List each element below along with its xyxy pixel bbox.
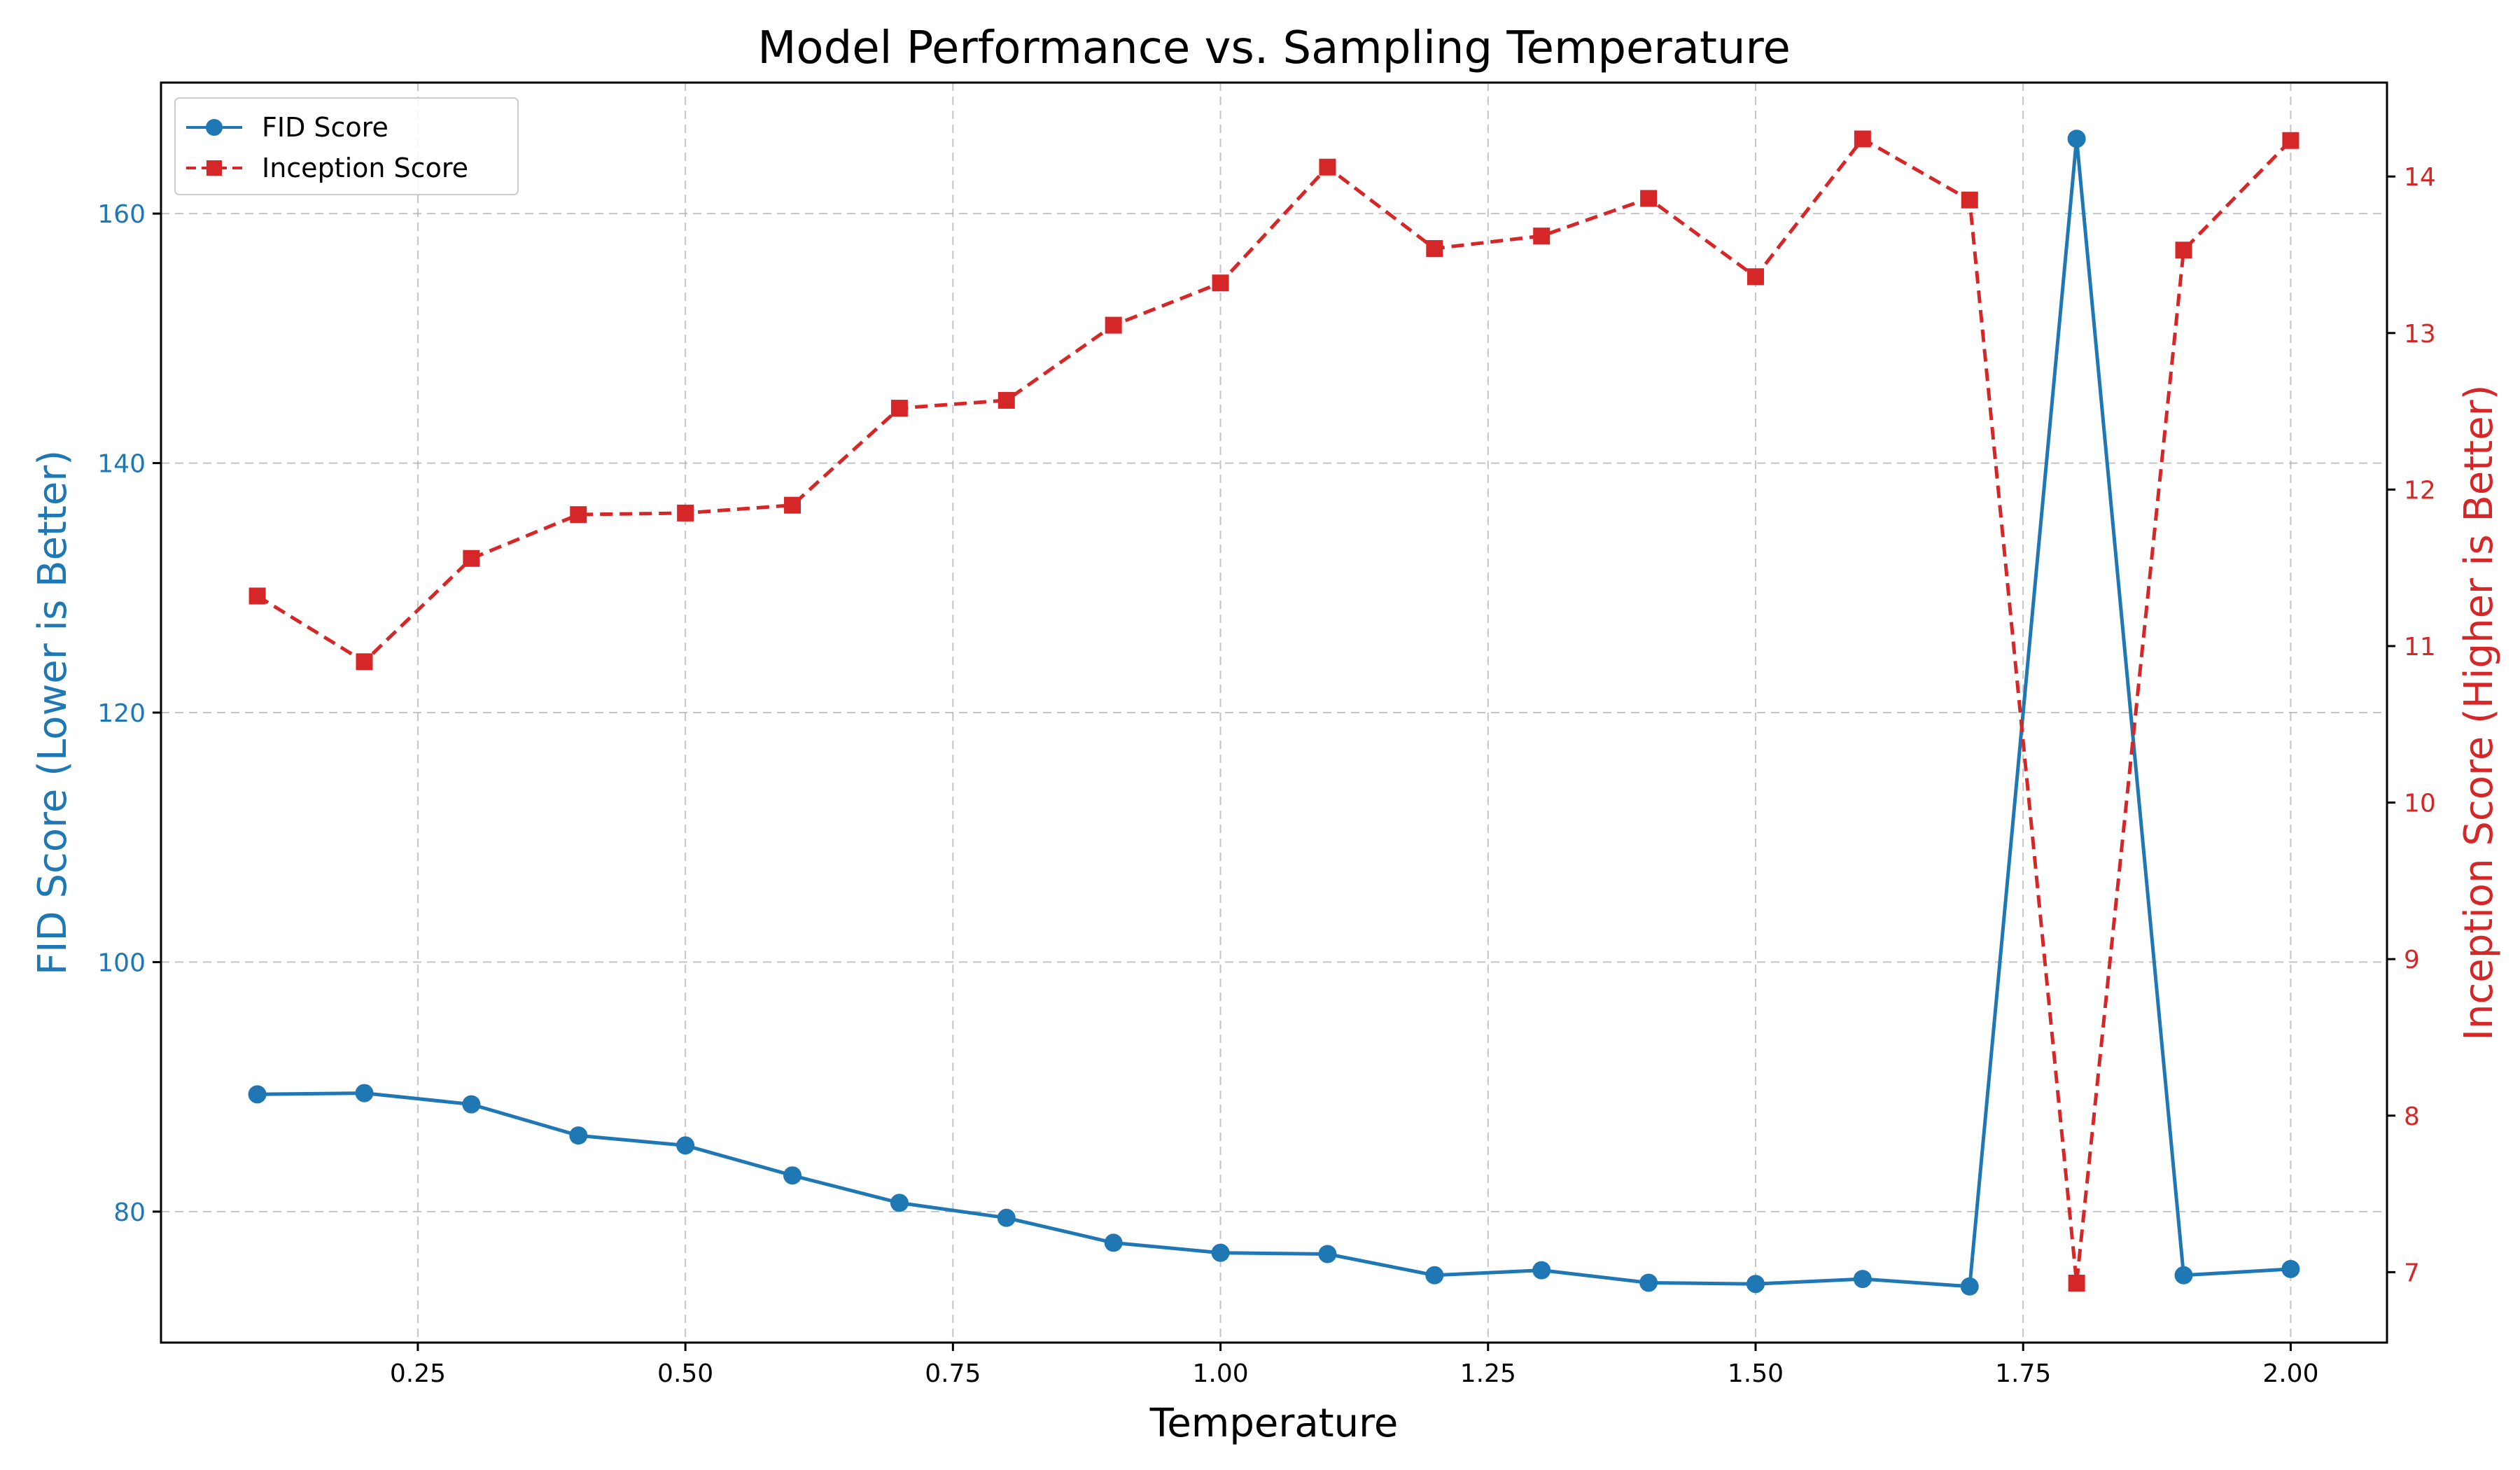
data-point-fid-score [1853, 1270, 1872, 1289]
legend-entry-fid-score: FID Score [186, 112, 388, 143]
data-point-fid-score [1425, 1266, 1444, 1284]
x-tick-label: 0.25 [390, 1359, 446, 1388]
legend-swatch-marker [206, 119, 223, 136]
x-tick-label: 0.75 [925, 1359, 981, 1388]
data-point-fid-score [2281, 1259, 2300, 1278]
y-tick-label-right: 7 [2404, 1259, 2420, 1287]
data-point-inception-score [2175, 241, 2192, 259]
data-point-fid-score [783, 1166, 802, 1185]
data-point-inception-score [677, 504, 694, 522]
x-tick-label: 0.50 [657, 1359, 713, 1388]
y-tick-label-right: 12 [2404, 476, 2436, 505]
x-tick-label: 1.25 [1460, 1359, 1516, 1388]
data-point-inception-score [1319, 158, 1336, 176]
data-point-inception-score [1426, 240, 1443, 258]
data-point-fid-score [1746, 1275, 1765, 1294]
y-tick-label-right: 9 [2404, 946, 2420, 974]
chart-title: Model Performance vs. Sampling Temperatu… [757, 22, 1791, 74]
data-point-inception-score [997, 391, 1015, 409]
data-point-inception-score [784, 496, 802, 514]
data-point-fid-score [462, 1095, 481, 1114]
data-point-fid-score [676, 1136, 695, 1155]
data-point-fid-score [1960, 1277, 1979, 1296]
legend-entry-inception-score: Inception Score [186, 153, 468, 183]
data-point-inception-score [890, 400, 908, 417]
data-point-inception-score [1854, 130, 1871, 148]
x-tick-label: 1.00 [1192, 1359, 1248, 1388]
data-point-inception-score [1533, 227, 1550, 245]
data-point-fid-score [1211, 1243, 1230, 1262]
data-point-fid-score [1104, 1233, 1123, 1252]
y-tick-label-right: 11 [2404, 633, 2436, 662]
legend-label: Inception Score [262, 153, 468, 183]
data-point-fid-score [1318, 1245, 1337, 1264]
data-point-inception-score [2068, 1275, 2085, 1292]
y-axis-title-left: FID Score (Lower is Better) [30, 450, 76, 975]
y-tick-label-left: 80 [113, 1198, 146, 1227]
data-point-fid-score [355, 1084, 374, 1102]
data-point-fid-score [2174, 1266, 2193, 1284]
data-point-inception-score [248, 587, 266, 605]
data-point-inception-score [1961, 191, 1978, 209]
y-axis-title-right: Inception Score (Higher is Better) [2456, 385, 2502, 1041]
data-point-inception-score [463, 550, 480, 567]
legend-label: FID Score [262, 112, 388, 143]
y-tick-label-right: 14 [2404, 163, 2436, 192]
data-point-inception-score [570, 506, 587, 524]
y-tick-label-left: 160 [97, 200, 146, 229]
y-tick-label-left: 100 [97, 948, 146, 977]
data-point-fid-score [2067, 130, 2086, 148]
data-point-fid-score [1532, 1261, 1551, 1280]
x-axis-title: Temperature [1149, 1401, 1399, 1446]
series-layer [248, 130, 2300, 1296]
data-point-fid-score [997, 1208, 1016, 1227]
data-point-fid-score [248, 1085, 267, 1104]
legend-swatch-marker [206, 160, 222, 176]
x-tick-label: 2.00 [2262, 1359, 2318, 1388]
data-point-fid-score [1639, 1273, 1658, 1292]
y-tick-label-left: 140 [97, 450, 146, 479]
legend-box [174, 97, 519, 195]
data-point-inception-score [2282, 132, 2300, 149]
series-line-inception-score [256, 137, 2292, 1285]
data-point-inception-score [1746, 268, 1764, 286]
data-point-fid-score [890, 1194, 909, 1212]
y-tick-label-right: 10 [2404, 790, 2436, 818]
axes: 0.25 0.50 0.75 1.00 1.25 1.50 1.75 2.00 80 100 120… [97, 163, 2436, 1388]
y-tick-label-left: 120 [97, 699, 146, 728]
data-point-fid-score [569, 1126, 588, 1145]
data-point-inception-score [1640, 190, 1658, 207]
grid-lines [161, 83, 2387, 1343]
y-tick-label-right: 8 [2404, 1102, 2420, 1131]
legend: FID Score Inception Score [174, 97, 519, 195]
series-line-fid-score [257, 136, 2291, 1289]
data-point-inception-score [356, 653, 373, 671]
x-tick-label: 1.75 [1995, 1359, 2051, 1388]
data-point-inception-score [1212, 274, 1229, 292]
data-point-inception-score [1105, 316, 1122, 334]
y-tick-label-right: 13 [2404, 320, 2436, 349]
x-tick-label: 1.50 [1728, 1359, 1784, 1388]
